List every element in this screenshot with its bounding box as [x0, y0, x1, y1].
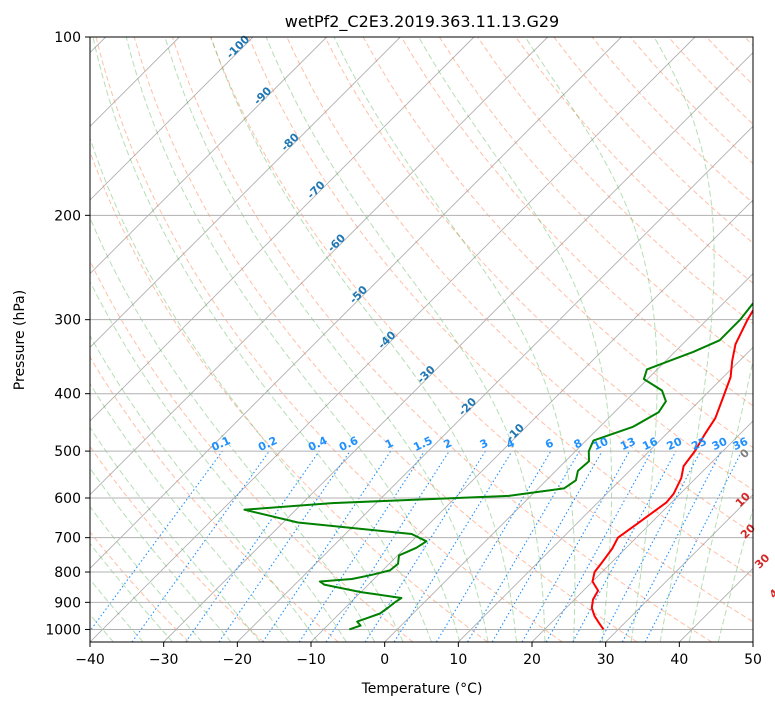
chart-title: wetPf2_C2E3.2019.363.11.13.G29	[285, 12, 559, 32]
isotherm-line	[90, 37, 327, 275]
isotherm-line	[90, 37, 254, 201]
isotherm-line	[384, 273, 753, 642]
moist-adiabat-line	[265, 37, 546, 642]
isotherm-line	[90, 37, 622, 569]
moist-adiabat-line	[653, 37, 715, 642]
y-tick-label: 500	[54, 444, 81, 460]
isotherm-line	[90, 37, 475, 422]
dry-adiabat-line	[324, 37, 753, 491]
mixing-ratio-line	[218, 450, 351, 642]
moist-adiabat-line	[90, 505, 203, 642]
mixing-ratio-label: 10	[591, 435, 611, 453]
moist-adiabat-line	[92, 37, 432, 642]
x-axis-label: Temperature (°C)	[361, 681, 483, 697]
plot-frame	[89, 36, 754, 643]
mixing-ratio-label: 16	[640, 435, 660, 453]
x-tick-label: −30	[149, 652, 179, 668]
y-tick-label: 300	[54, 313, 81, 329]
mixing-ratio-line	[521, 450, 630, 642]
dry-adiabat-line	[248, 37, 753, 578]
moist-adiabat-line	[164, 37, 489, 642]
mixing-ratio-line	[572, 450, 677, 642]
dry-adiabat-line	[400, 37, 753, 407]
dry-adiabat-line	[133, 37, 638, 642]
dry-adiabat-line	[210, 37, 753, 623]
dry-adiabat-line	[90, 531, 190, 642]
background-lines	[90, 37, 753, 642]
moist-adiabat-line	[90, 216, 376, 642]
mixing-ratio-line	[393, 450, 513, 642]
x-tick-label: −40	[75, 652, 105, 668]
moist-adiabat-line	[90, 136, 404, 642]
isotherm-line	[237, 125, 753, 642]
mixing-ratio-line	[545, 450, 653, 642]
dry-adiabat-line	[515, 37, 753, 284]
moist-adiabat-line	[688, 358, 753, 642]
isotherm-line	[163, 52, 753, 642]
y-axis-label: Pressure (hPa)	[12, 290, 28, 390]
isotherm-line	[90, 37, 401, 348]
y-tick-label: 200	[54, 208, 81, 224]
moist-adiabat-line	[90, 467, 232, 642]
moist-adiabat-line	[524, 37, 658, 642]
moist-adiabat-line	[90, 382, 290, 642]
dry-adiabat-label: 40	[767, 581, 775, 601]
series-group	[243, 301, 753, 631]
mixing-ratio-label: 36	[731, 435, 751, 453]
x-tick-label: 20	[523, 652, 541, 668]
mixing-ratio-label: 13	[618, 435, 637, 453]
y-tick-label: 900	[54, 595, 81, 611]
x-tick-label: 50	[744, 652, 762, 668]
moist-adiabat-line	[90, 426, 261, 642]
dry-adiabat-line	[90, 259, 414, 642]
dry-adiabat-line	[95, 37, 563, 642]
isotherm-line	[458, 346, 753, 642]
x-tick-label: 30	[597, 652, 615, 668]
moist-adiabat-line	[90, 280, 347, 642]
mixing-ratio-line	[491, 450, 603, 642]
dry-adiabat-line	[90, 356, 339, 642]
dry-adiabat-line	[438, 37, 753, 366]
x-tick-label: 10	[449, 652, 467, 668]
dry-adiabat-line	[171, 37, 712, 642]
moist-adiabat-line	[125, 37, 461, 642]
mixing-ratio-line	[435, 450, 552, 642]
y-tick-label: 1000	[45, 622, 81, 638]
y-axis: 100 200 300 400 500 600 700 800 900 1000	[45, 30, 90, 638]
dry-adiabat-line	[90, 445, 264, 642]
mixing-ratio-label: 20	[665, 435, 685, 453]
moist-adiabat-line	[90, 578, 144, 642]
mixing-ratio-line	[185, 450, 320, 642]
isotherm-line	[90, 37, 696, 642]
isotherm-line	[90, 37, 548, 496]
x-tick-label: −10	[296, 652, 326, 668]
dewpoint-line	[243, 301, 753, 631]
moist-adiabat-line	[90, 542, 173, 642]
y-tick-label: 800	[54, 565, 81, 581]
mixing-ratio-line	[467, 450, 580, 642]
x-tick-label: 0	[380, 652, 389, 668]
x-axis: −40 −30 −20 −10 0 10 20 30 40 50	[75, 642, 762, 668]
y-tick-label: 700	[54, 531, 81, 547]
x-tick-label: 40	[670, 652, 688, 668]
mixing-ratio-label: 30	[710, 435, 730, 453]
moist-adiabat-line	[210, 37, 517, 642]
mixing-ratio-line	[364, 450, 486, 642]
mixing-ratio-label: 25	[689, 435, 708, 453]
y-tick-label: 100	[54, 30, 81, 46]
y-tick-label: 600	[54, 491, 81, 507]
temperature-line	[590, 308, 753, 630]
y-tick-label: 400	[54, 387, 81, 403]
isotherm-line	[531, 420, 753, 642]
isotherm-line	[605, 494, 753, 642]
mixing-ratio-line	[325, 450, 450, 642]
moist-adiabat-line	[418, 37, 613, 642]
moist-adiabat-line	[90, 334, 319, 642]
moist-adiabat-line	[333, 37, 576, 642]
dry-adiabat-line	[90, 150, 488, 642]
x-tick-label: −20	[223, 652, 253, 668]
